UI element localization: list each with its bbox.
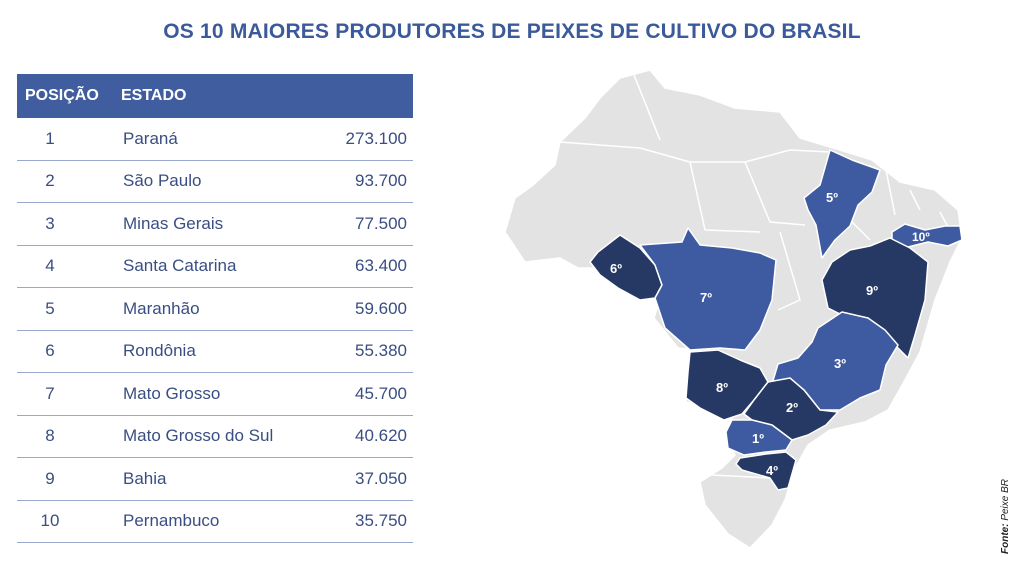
table-row: 9 Bahia 37.050: [17, 458, 413, 501]
cell-position: 4: [45, 256, 55, 276]
table-row: 7 Mato Grosso 45.700: [17, 373, 413, 416]
map-label-1: 1º: [752, 431, 764, 446]
cell-position: 10: [40, 511, 60, 531]
cell-position: 7: [45, 383, 55, 403]
cell-position: 3: [45, 213, 55, 233]
cell-value: 40.620: [355, 426, 407, 446]
state-mato-grosso-do-sul: [685, 349, 769, 421]
map-label-4: 4º: [766, 463, 778, 478]
state-bahia: [821, 237, 929, 359]
state-mato-grosso: [639, 227, 777, 351]
map-label-9: 9º: [866, 283, 878, 298]
cell-state: Bahia: [123, 468, 167, 488]
map-label-8: 8º: [716, 380, 728, 395]
source-note: Fonte: Peixe BR: [1000, 479, 1014, 554]
cell-state: Paraná: [123, 128, 178, 148]
state-sao-paulo: [743, 377, 839, 441]
header-state: ESTADO: [121, 87, 187, 104]
cell-value: 37.050: [355, 468, 407, 488]
cell-value: 59.600: [355, 298, 407, 318]
table-row: 5 Maranhão 59.600: [17, 288, 413, 331]
table-row: 2 São Paulo 93.700: [17, 161, 413, 203]
cell-state: Mato Grosso do Sul: [123, 426, 274, 446]
table-row: 10 Pernambuco 35.750: [17, 501, 413, 543]
map-label-6: 6º: [610, 261, 622, 276]
cell-position: 6: [45, 341, 55, 361]
state-santa-catarina: [735, 451, 797, 491]
cell-state: Rondônia: [123, 341, 196, 361]
map-label-7: 7º: [700, 290, 712, 305]
header-position: POSIÇÃO: [25, 87, 99, 104]
cell-state: Pernambuco: [123, 511, 220, 531]
table-row: 1 Paraná 273.100: [17, 118, 413, 161]
cell-position: 5: [45, 298, 55, 318]
map-label-3: 3º: [834, 356, 846, 371]
cell-value: 77.500: [355, 213, 407, 233]
table-row: 6 Rondônia 55.380: [17, 331, 413, 373]
cell-value: 63.400: [355, 256, 407, 276]
cell-position: 9: [45, 468, 55, 488]
state-maranhao: [803, 149, 881, 259]
page-title: OS 10 MAIORES PRODUTORES DE PEIXES DE CU…: [163, 20, 861, 43]
map-label-5: 5º: [826, 190, 838, 205]
cell-value: 35.750: [355, 511, 407, 531]
table-row: 8 Mato Grosso do Sul 40.620: [17, 416, 413, 458]
state-parana: [725, 419, 793, 456]
map-label-10: 10º: [912, 230, 930, 244]
table-row: 3 Minas Gerais 77.500: [17, 203, 413, 246]
cell-position: 1: [45, 128, 55, 148]
cell-value: 273.100: [345, 128, 407, 148]
map-label-2: 2º: [786, 400, 798, 415]
source-label: Fonte:: [1000, 523, 1011, 554]
table-row: 4 Santa Catarina 63.400: [17, 246, 413, 288]
brazil-map: 1º 2º 3º 4º 5º 6º 7º 8º 9º 10º: [504, 69, 963, 549]
cell-value: 93.700: [355, 171, 407, 191]
table-header: POSIÇÃO ESTADO: [17, 74, 413, 118]
cell-position: 8: [45, 426, 55, 446]
cell-value: 45.700: [355, 383, 407, 403]
cell-state: Minas Gerais: [123, 213, 224, 233]
cell-position: 2: [45, 171, 55, 191]
cell-value: 55.380: [355, 341, 407, 361]
cell-state: Santa Catarina: [123, 256, 237, 276]
cell-state: Maranhão: [123, 298, 200, 318]
ranking-table: POSIÇÃO ESTADO 1 Paraná 273.100 2 São Pa…: [17, 74, 413, 543]
source-name: Peixe BR: [1000, 478, 1011, 521]
cell-state: Mato Grosso: [123, 383, 221, 403]
cell-state: São Paulo: [123, 171, 202, 191]
state-minas-gerais: [771, 311, 899, 411]
